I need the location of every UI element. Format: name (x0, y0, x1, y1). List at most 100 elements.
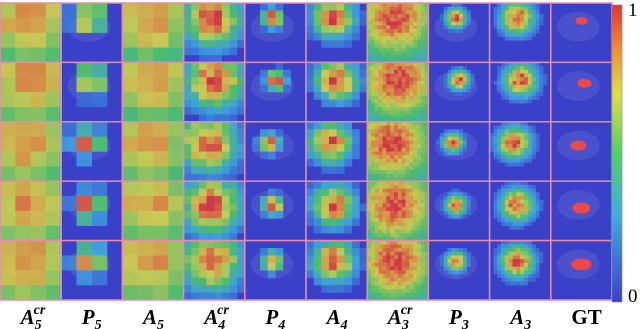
heat-block (513, 144, 517, 148)
heat-block (92, 18, 108, 33)
heat-block (493, 192, 497, 196)
heat-block (398, 96, 402, 100)
heat-block (451, 66, 455, 70)
heat-block (513, 88, 517, 92)
heat-block (493, 259, 497, 263)
heat-block (383, 48, 387, 52)
heat-block (214, 129, 222, 137)
heat-block (409, 74, 413, 78)
heat-block (344, 129, 352, 137)
heat-block (501, 203, 505, 207)
heat-block (497, 259, 501, 263)
heat-block (413, 152, 417, 156)
heat-block (386, 70, 390, 74)
heat-block (390, 22, 394, 26)
heat-block (199, 144, 207, 152)
heat-block (459, 255, 463, 259)
heat-block (379, 48, 383, 52)
heat-block (405, 29, 409, 33)
heat-block (306, 218, 314, 226)
heat-block (539, 77, 543, 81)
heat-block (184, 196, 192, 204)
heat-block (398, 185, 402, 189)
heat-block (383, 129, 387, 133)
heat-block (371, 133, 375, 137)
heat-block (402, 252, 406, 256)
heat-block (371, 148, 375, 152)
heat-block (390, 222, 394, 226)
heat-block (505, 85, 509, 89)
heat-block (467, 263, 471, 267)
heat-block (329, 255, 337, 263)
heat-block (467, 10, 471, 14)
heat-block (421, 126, 425, 130)
heatmap-cell (306, 181, 367, 240)
heat-block (168, 196, 184, 211)
heat-block (524, 192, 528, 196)
heat-block (394, 85, 398, 89)
heat-block (497, 263, 501, 267)
heat-block (337, 10, 345, 18)
heat-block (528, 7, 532, 11)
heatmap-cell (490, 122, 551, 181)
heatmap-cell (367, 3, 428, 63)
heat-block (421, 100, 425, 104)
heat-block (138, 196, 154, 211)
heat-block (497, 126, 501, 130)
heat-block (448, 74, 452, 78)
heat-block (386, 77, 390, 81)
heat-block (386, 281, 390, 285)
heat-block (402, 244, 406, 248)
heat-block (448, 137, 452, 141)
heat-block (371, 88, 375, 92)
heat-block (184, 255, 192, 263)
heat-block (184, 226, 192, 234)
heat-block (516, 18, 520, 22)
heat-block (352, 129, 360, 137)
heat-block (444, 81, 448, 85)
heat-block (413, 148, 417, 152)
heat-block (386, 107, 390, 111)
heat-block (371, 10, 375, 14)
heat-block (371, 207, 375, 211)
heat-block (383, 144, 387, 148)
heat-block (138, 48, 154, 63)
heat-block (509, 88, 513, 92)
heat-block (222, 181, 230, 189)
heat-block (501, 7, 505, 11)
heat-block (222, 218, 230, 226)
heat-block (413, 218, 417, 222)
heat-block (497, 211, 501, 215)
heat-block (501, 159, 505, 163)
heat-block (536, 192, 540, 196)
heat-block (184, 278, 192, 286)
heat-block (383, 259, 387, 263)
heat-block (390, 137, 394, 141)
heat-block (470, 77, 474, 81)
heat-block (402, 140, 406, 144)
heat-block (329, 40, 337, 48)
heat-block (505, 255, 509, 259)
heat-block (497, 140, 501, 144)
heat-block (379, 289, 383, 293)
heat-block (383, 170, 387, 174)
heat-block (184, 285, 192, 293)
heat-block (440, 18, 444, 22)
heat-block (138, 92, 154, 107)
heat-block (444, 18, 448, 22)
heat-block (516, 66, 520, 70)
heatmap-cell (0, 122, 61, 182)
heat-block (184, 33, 192, 41)
heat-block (15, 241, 30, 256)
heat-block (306, 10, 314, 18)
heat-block (375, 267, 379, 271)
heat-block (375, 140, 379, 144)
heat-block (375, 10, 379, 14)
heat-block (459, 10, 463, 14)
heat-block (92, 77, 108, 92)
heat-block (375, 163, 379, 167)
heat-block (375, 133, 379, 137)
heat-block (409, 18, 413, 22)
heat-block (15, 122, 30, 137)
heat-block (528, 185, 532, 189)
